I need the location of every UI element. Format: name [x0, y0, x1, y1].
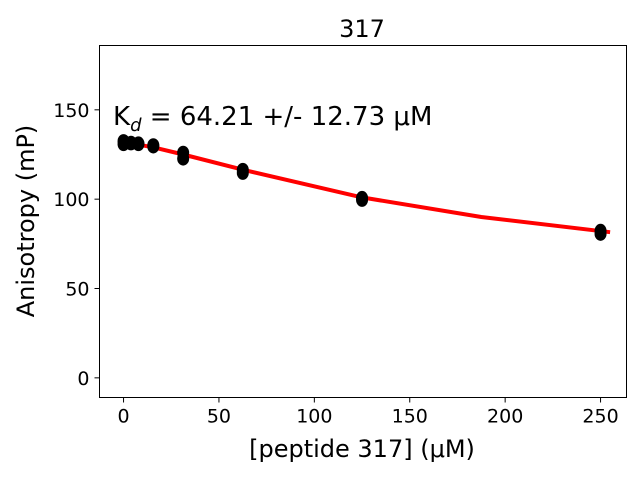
y-tick-label: 50: [65, 279, 89, 301]
data-point: [132, 136, 145, 151]
y-tick-label: 150: [53, 100, 89, 122]
y-axis-label: Anisotropy (mP): [12, 125, 40, 318]
y-tick-label: 100: [53, 189, 89, 211]
data-point: [594, 223, 607, 238]
data-point: [147, 138, 160, 153]
kd-annotation: Kd = 64.21 +/- 12.73 μM: [113, 102, 432, 136]
y-tick-label: 0: [77, 368, 89, 390]
plot-area: [99, 45, 627, 398]
data-point: [356, 190, 369, 205]
x-tick-label: 50: [207, 406, 231, 428]
x-tick-label: 100: [296, 406, 332, 428]
x-axis-label: [peptide 317] (μM): [249, 435, 475, 463]
chart-title: 317: [339, 15, 385, 43]
x-tick-label: 200: [487, 406, 523, 428]
data-point: [177, 145, 190, 160]
data-point: [236, 162, 249, 177]
x-tick-label: 250: [582, 406, 618, 428]
fit-curve: [123, 140, 611, 235]
x-tick-label: 0: [117, 406, 129, 428]
x-tick-label: 150: [392, 406, 428, 428]
